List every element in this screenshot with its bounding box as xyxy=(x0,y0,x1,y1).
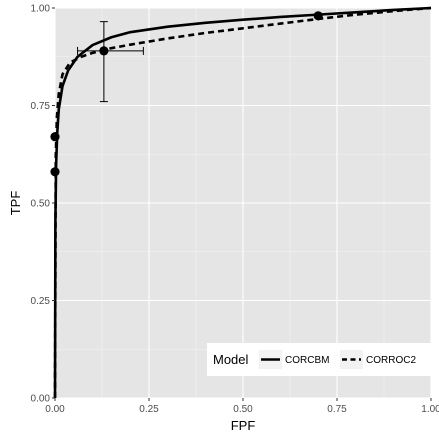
legend-label-corcbm: CORCBM xyxy=(285,355,329,366)
x-tick-label: 0.75 xyxy=(327,404,347,415)
x-tick-label: 0.00 xyxy=(45,404,65,415)
legend: Model CORCBM CORROC2 xyxy=(207,343,431,376)
error-bars xyxy=(77,21,144,103)
legend-title: Model xyxy=(213,352,249,367)
y-tick-label: 1.00 xyxy=(31,4,51,15)
y-tick-label: 0.25 xyxy=(31,296,51,307)
curve-corroc2 xyxy=(53,6,432,399)
x-axis: 0.00 0.25 0.50 0.75 1.00 xyxy=(45,398,439,415)
operating-points xyxy=(50,11,323,177)
y-axis-title: TPF xyxy=(8,191,23,216)
legend-label-corroc2: CORROC2 xyxy=(366,355,416,366)
x-tick-label: 1.00 xyxy=(421,404,439,415)
y-tick-label: 0.00 xyxy=(31,394,51,405)
operating-point xyxy=(99,46,109,56)
x-tick-label: 0.25 xyxy=(139,404,159,415)
x-tick-label: 0.50 xyxy=(233,404,253,415)
y-tick-label: 0.75 xyxy=(31,101,51,112)
x-axis-title: FPF xyxy=(231,418,256,433)
operating-point xyxy=(50,132,60,142)
operating-point xyxy=(313,11,323,21)
operating-point xyxy=(50,167,60,177)
legend-box xyxy=(207,343,431,376)
y-tick-label: 0.50 xyxy=(31,199,51,210)
y-axis: 0.00 0.25 0.50 0.75 1.00 xyxy=(31,4,55,405)
